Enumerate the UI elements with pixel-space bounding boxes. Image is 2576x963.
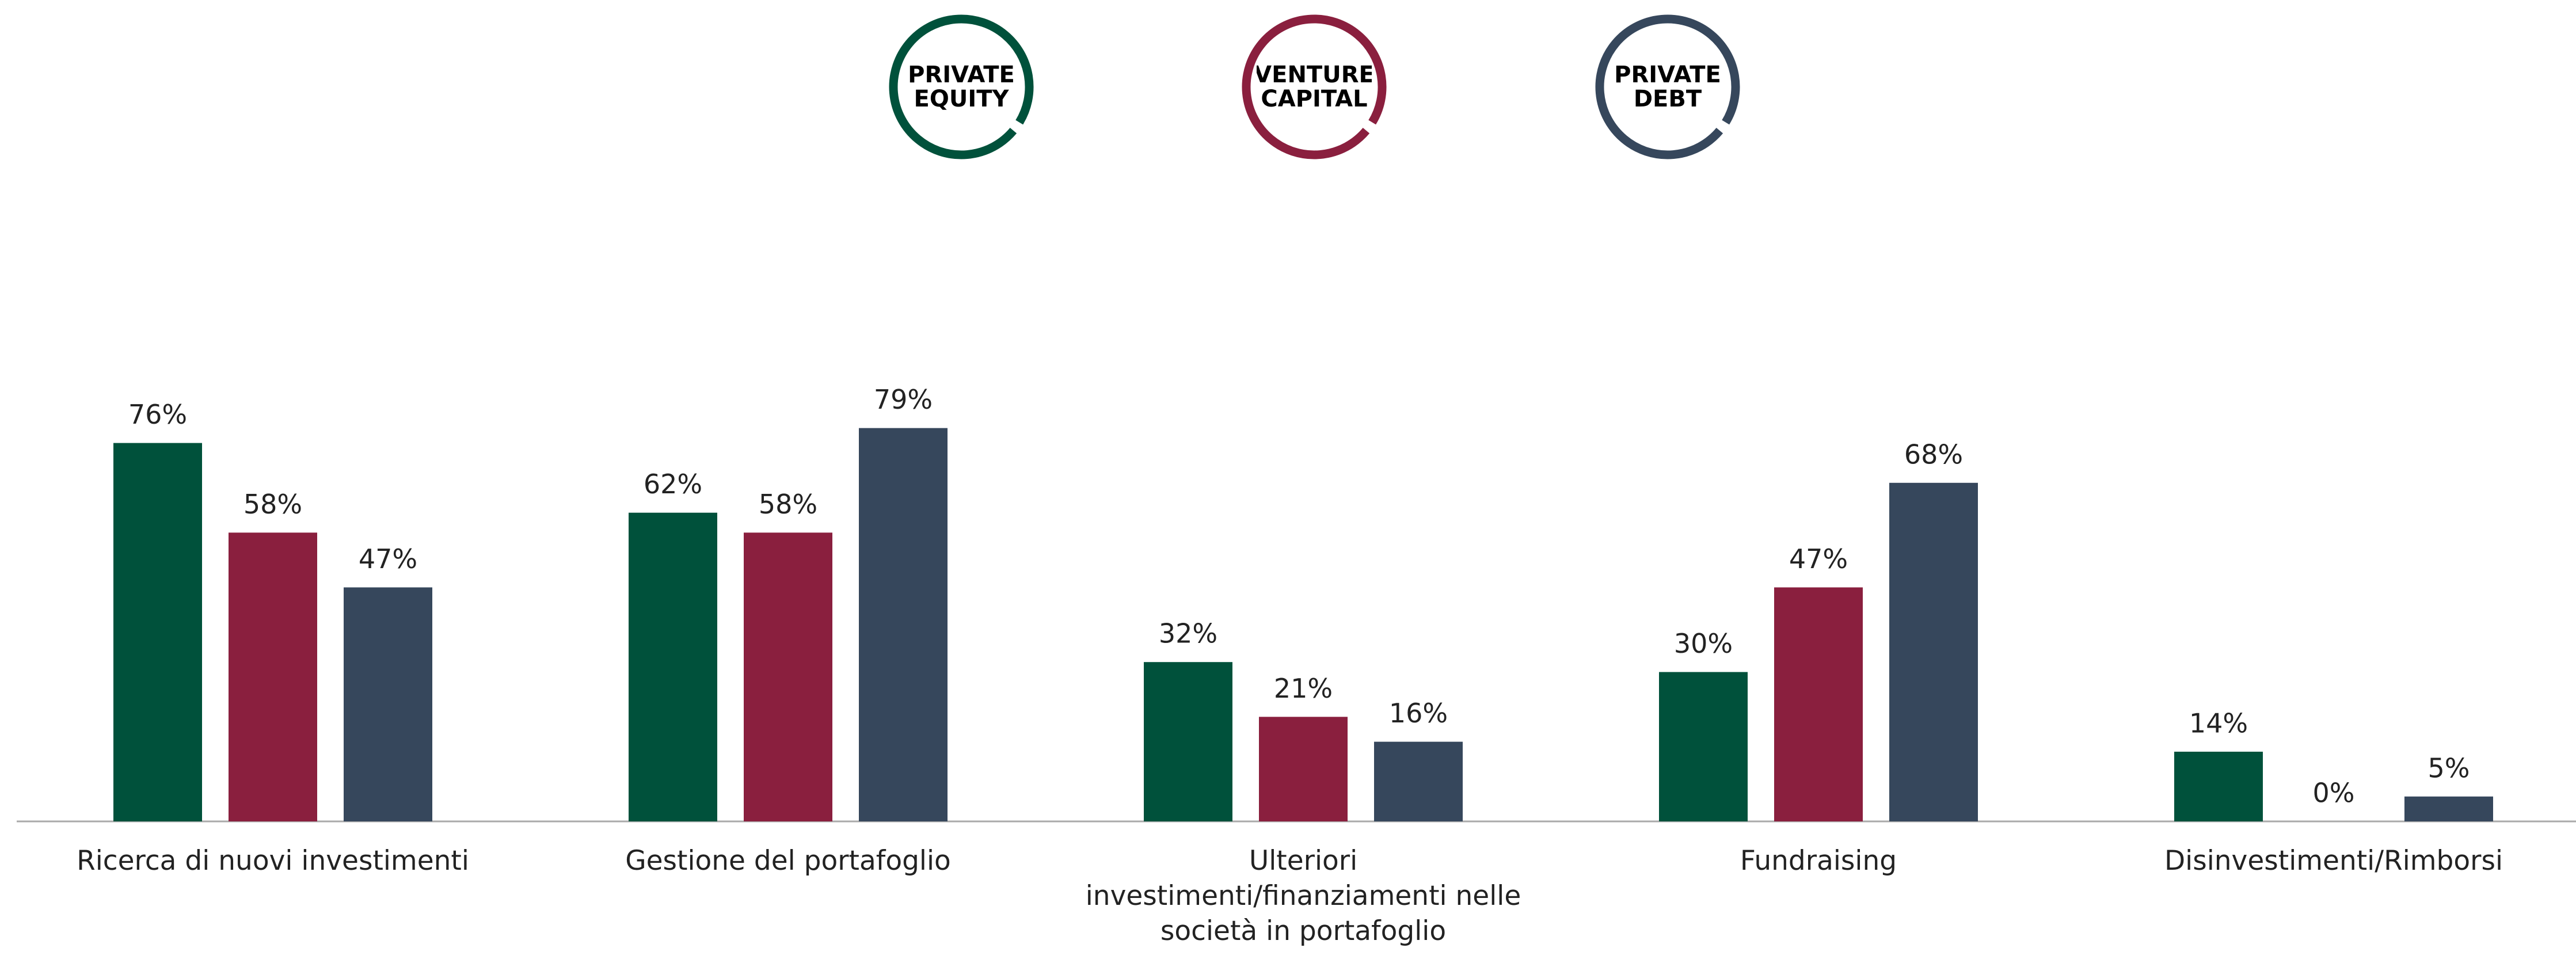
bar xyxy=(859,428,948,821)
bar xyxy=(2174,751,2263,821)
x-tick-label: Ulteriori investimenti/finanziamenti nel… xyxy=(1085,845,1521,947)
bar xyxy=(229,532,317,821)
bar xyxy=(1889,482,1978,821)
x-tick-label-box: Fundraising xyxy=(1740,845,1897,877)
value-label: 68% xyxy=(1904,439,1963,470)
x-tick-label: Disinvestimenti/Rimborsi xyxy=(2164,845,2503,877)
x-tick-label: Ricerca di nuovi investimenti xyxy=(77,845,469,877)
value-label: 76% xyxy=(128,399,187,430)
x-tick-label-box: Gestione del portafoglio xyxy=(625,845,951,877)
x-tick-label: Fundraising xyxy=(1740,845,1897,877)
bar xyxy=(2404,796,2493,821)
value-label: 47% xyxy=(359,543,417,574)
value-label: 62% xyxy=(644,469,702,500)
bar xyxy=(629,512,717,821)
bar xyxy=(1774,587,1863,821)
legend-label-box: PRIVATE DEBT xyxy=(1614,62,1721,112)
value-label: 30% xyxy=(1674,628,1733,659)
value-label: 58% xyxy=(243,489,302,520)
value-label: 32% xyxy=(1159,618,1217,649)
value-label: 16% xyxy=(1389,698,1448,729)
bar xyxy=(744,532,832,821)
bar xyxy=(1659,672,1748,821)
bar xyxy=(1374,741,1463,821)
value-label: 0% xyxy=(2313,778,2355,809)
value-label: 58% xyxy=(759,489,817,520)
legend-label: VENTURE CAPITAL xyxy=(1257,62,1372,112)
legend-label: PRIVATE EQUITY xyxy=(908,62,1015,112)
bar xyxy=(1259,717,1348,821)
value-label: 21% xyxy=(1274,673,1333,704)
legend-label-box: PRIVATE EQUITY xyxy=(908,62,1015,112)
bar xyxy=(1144,662,1232,821)
value-label: 79% xyxy=(874,384,933,415)
bar xyxy=(113,443,202,821)
x-tick-label-box: Disinvestimenti/Rimborsi xyxy=(2164,845,2503,877)
legend-ring xyxy=(889,14,1034,159)
legend-label-box: VENTURE CAPITAL xyxy=(1257,62,1372,112)
value-label: 14% xyxy=(2189,707,2248,739)
x-tick-label: Gestione del portafoglio xyxy=(625,845,951,877)
x-tick-label-box: Ulteriori investimenti/finanziamenti nel… xyxy=(1085,845,1521,947)
legend-label: PRIVATE DEBT xyxy=(1614,62,1721,112)
value-label: 5% xyxy=(2428,752,2470,783)
x-tick-label-box: Ricerca di nuovi investimenti xyxy=(77,845,469,877)
value-label: 47% xyxy=(1789,543,1848,574)
bar xyxy=(344,587,432,821)
